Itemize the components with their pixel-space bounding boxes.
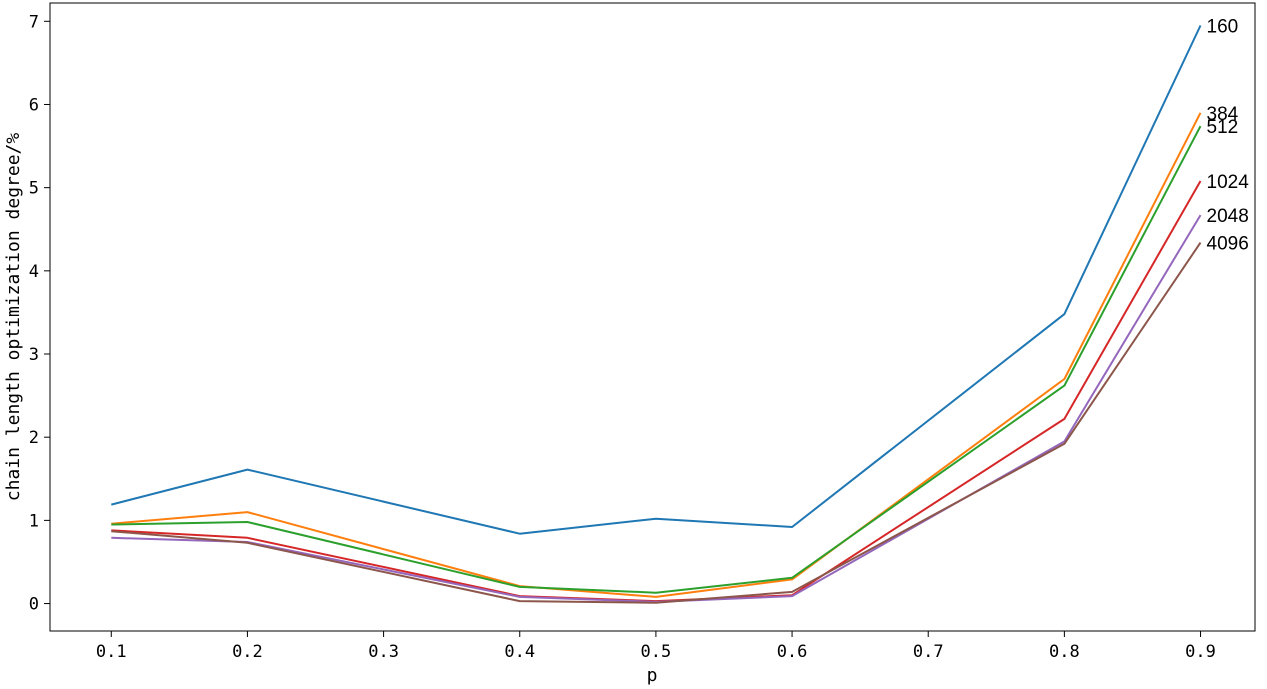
series-line-160 xyxy=(111,25,1202,535)
x-axis-label: p xyxy=(647,665,658,686)
x-tick-label: 0.8 xyxy=(1049,642,1080,662)
y-axis-ticks: 0 1 2 3 4 5 6 7 xyxy=(29,12,50,615)
x-tick-label: 0.5 xyxy=(641,642,672,662)
x-tick-label: 0.3 xyxy=(368,642,399,662)
series-label-1024: 1024 xyxy=(1207,172,1250,193)
y-tick-label: 4 xyxy=(29,262,39,282)
series-line-512 xyxy=(111,125,1202,594)
x-tick-label: 0.1 xyxy=(96,642,127,662)
y-tick-label: 1 xyxy=(29,511,39,531)
x-tick-label: 0.6 xyxy=(777,642,808,662)
plot-frame xyxy=(49,2,1256,632)
x-tick-label: 0.4 xyxy=(504,642,535,662)
series-line-1024 xyxy=(111,180,1202,603)
y-tick-label: 0 xyxy=(29,595,39,615)
series-line-384 xyxy=(111,112,1202,598)
series-label-512: 512 xyxy=(1207,117,1239,138)
x-tick-label: 0.7 xyxy=(913,642,944,662)
y-tick-label: 3 xyxy=(29,345,39,365)
x-tick-label: 0.9 xyxy=(1185,642,1216,662)
y-tick-label: 6 xyxy=(29,95,39,115)
y-tick-label: 7 xyxy=(29,12,39,32)
series-line-4096 xyxy=(111,242,1202,604)
series-label-160: 160 xyxy=(1207,16,1239,37)
y-tick-label: 5 xyxy=(29,179,39,199)
y-tick-label: 2 xyxy=(29,428,39,448)
series-label-384: 384 xyxy=(1207,104,1239,125)
x-tick-label: 0.2 xyxy=(232,642,263,662)
series-label-4096: 4096 xyxy=(1207,234,1249,255)
x-axis-ticks: 0.1 0.2 0.3 0.4 0.5 0.6 0.7 0.8 0.9 xyxy=(96,631,1216,662)
series-label-2048: 2048 xyxy=(1207,206,1249,227)
y-axis-label: chain length optimization degree/% xyxy=(3,133,24,502)
